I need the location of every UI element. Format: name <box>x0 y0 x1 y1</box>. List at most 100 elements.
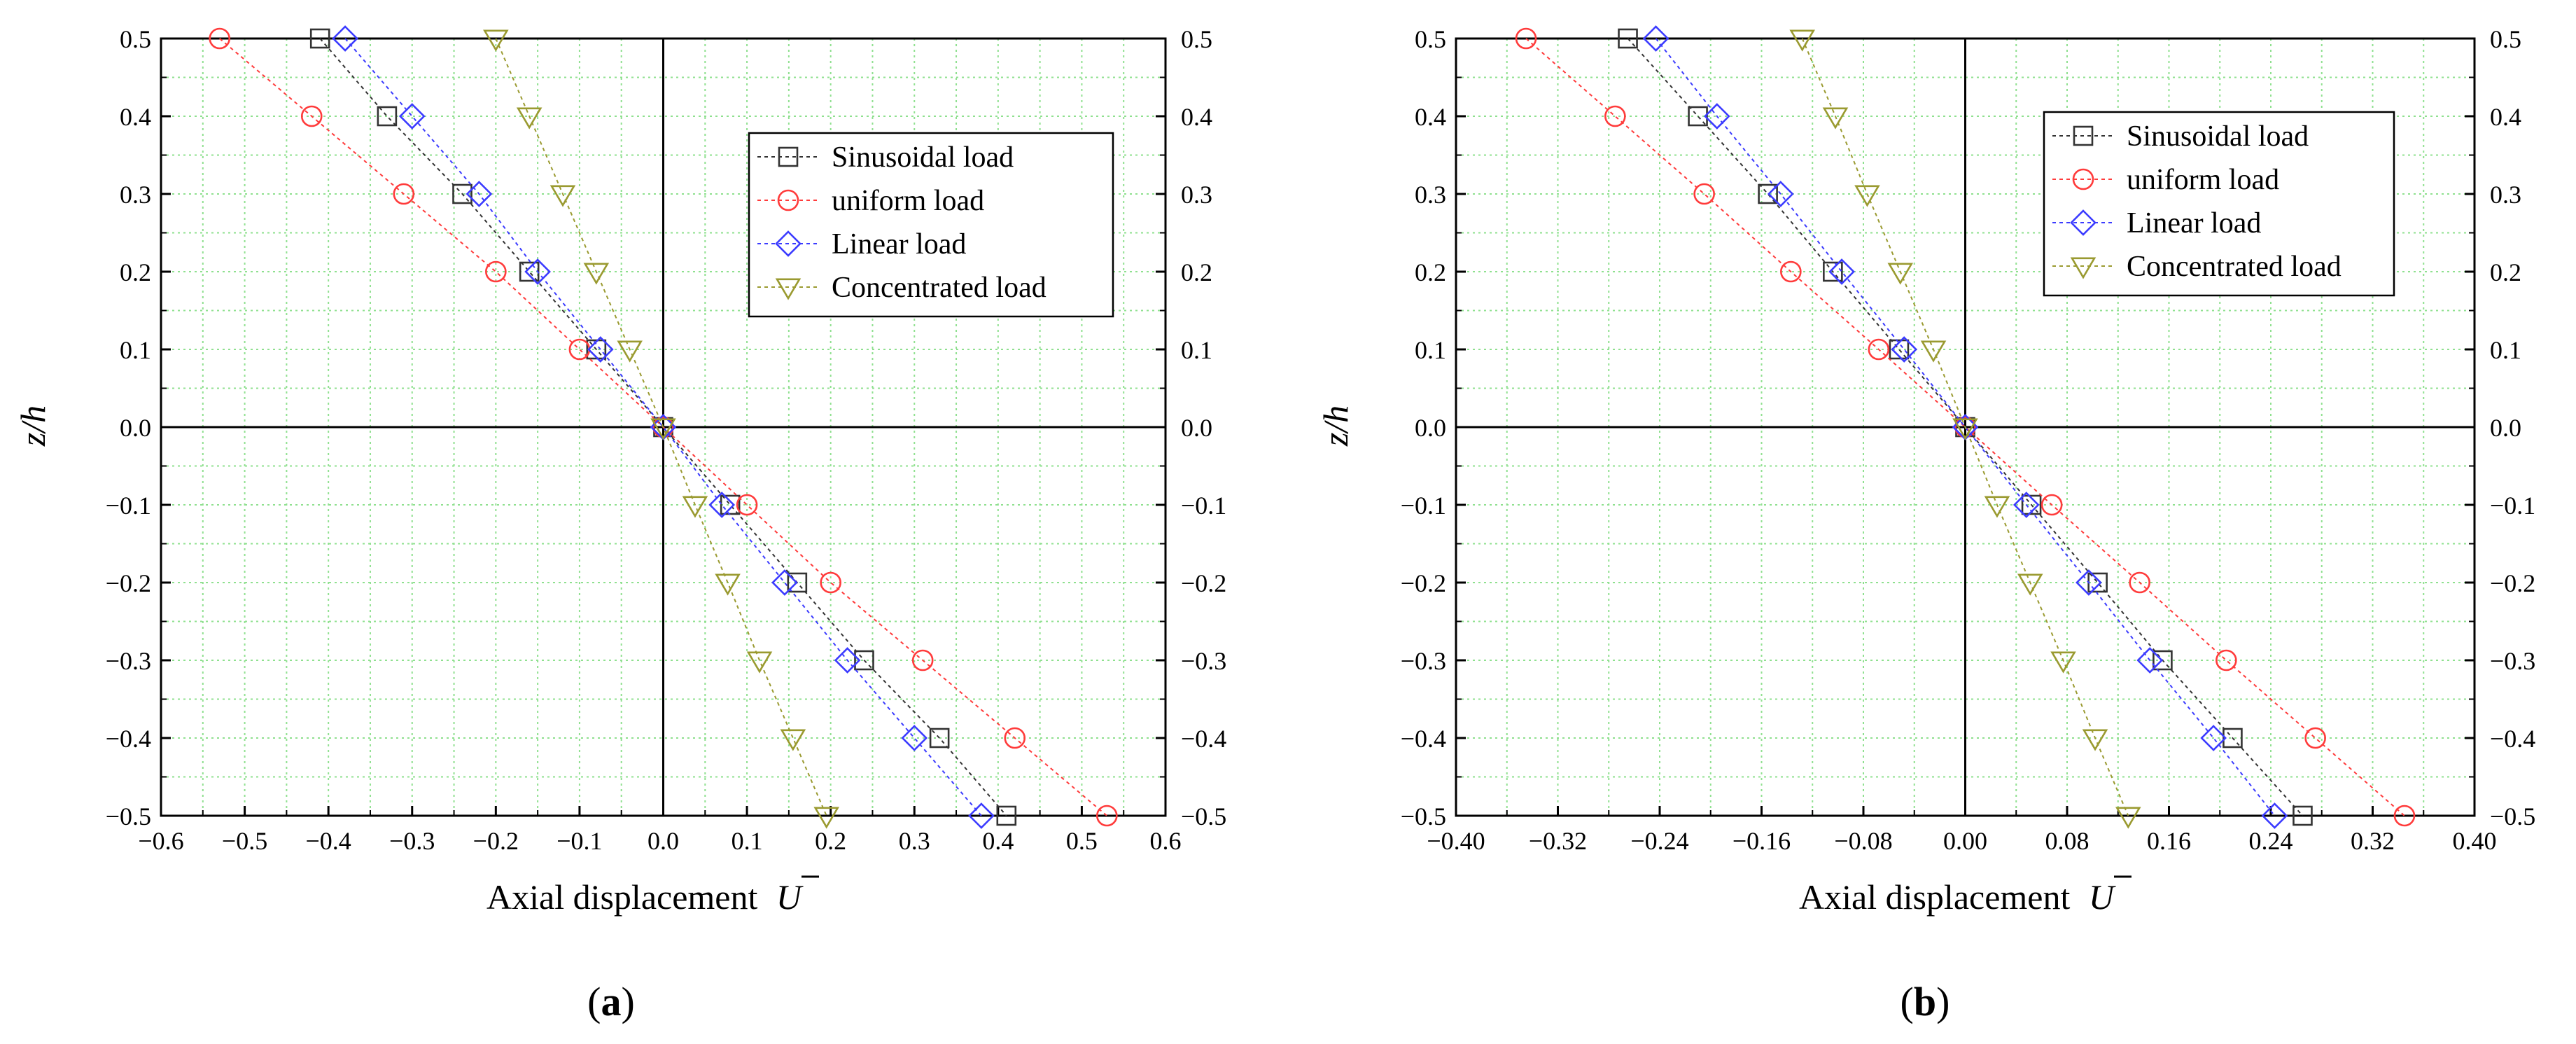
a-marker-concentrated-load <box>682 496 708 518</box>
b-y-tick-label-right: −0.4 <box>2490 725 2535 753</box>
a-x-tick-label: −0.4 <box>306 827 351 855</box>
a-y-tick-label-left: 0.2 <box>120 258 151 286</box>
b-y-tick-label-right: −0.1 <box>2490 492 2535 520</box>
b-y-tick-label-left: 0.0 <box>1415 414 1446 442</box>
panel-a-legend: Sinusoidal load uniform load Linear load Co… <box>748 132 1114 318</box>
a-y-tick-label-left: 0.3 <box>120 181 151 209</box>
panel-b-xlabel-text: Axial displacement <box>1799 877 2070 917</box>
b-marker-linear-load <box>1828 258 1855 285</box>
a-y-tick-label-right: −0.1 <box>1181 492 1226 520</box>
b-y-tick-label-left: −0.1 <box>1401 492 1446 520</box>
b-marker-sinusoidal-load <box>2021 494 2042 515</box>
b-x-tick-label: 0.00 <box>1943 827 1987 855</box>
a-x-tick-label: 0.0 <box>648 827 679 855</box>
b-legend-label-linear-load: Linear load <box>2127 207 2261 239</box>
b-series-line-concentrated-load <box>1801 38 2129 816</box>
b-marker-linear-load <box>2261 802 2288 829</box>
panel-b-legend: Sinusoidal load uniform load Linear load Co… <box>2043 111 2395 297</box>
a-legend-label-sinusoidal-load: Sinusoidal load <box>832 141 1014 174</box>
a-x-tick-label: −0.6 <box>138 827 183 855</box>
b-y-tick-label-right: 0.1 <box>2490 336 2521 364</box>
b-marker-concentrated-load <box>1984 496 2010 518</box>
b-y-tick-label-right: 0.0 <box>2490 414 2521 442</box>
b-x-tick-label: 0.16 <box>2147 827 2191 855</box>
a-marker-sinusoidal-load <box>996 805 1017 826</box>
a-legend-label-linear-load: Linear load <box>832 228 966 260</box>
a-marker-linear-load <box>708 492 736 518</box>
b-series-line-linear-load <box>1655 38 2276 816</box>
a-marker-sinusoidal-load <box>452 183 472 204</box>
b-legend-label-sinusoidal-load: Sinusoidal load <box>2127 120 2309 153</box>
b-marker-sinusoidal-load <box>1758 183 1778 204</box>
panel-a-chart: −0.6 −0.5 −0.4 −0.3 −0.2 −0.1 0.0 0.1 0.2 0.3 0.4 0… <box>13 25 1226 1024</box>
b-x-tick-label: −0.32 <box>1529 827 1587 855</box>
b-marker-concentrated-load <box>1887 263 1914 285</box>
a-marker-uniform-load <box>209 27 231 50</box>
a-y-tick-label-right: −0.3 <box>1181 647 1226 675</box>
b-marker-uniform-load <box>1780 260 1802 283</box>
a-marker-concentrated-load <box>583 263 610 285</box>
b-y-tick-label-left: 0.5 <box>1415 25 1446 53</box>
b-legend-marker-concentrated-load <box>2070 257 2096 279</box>
b-legend-marker-uniform-load <box>2072 168 2094 190</box>
a-marker-concentrated-load <box>516 107 542 130</box>
a-y-tick-label-left: 0.5 <box>120 25 151 53</box>
b-marker-sinusoidal-load <box>2152 650 2173 671</box>
b-x-tick-label: 0.32 <box>2351 827 2395 855</box>
b-marker-sinusoidal-load <box>1688 106 1708 127</box>
b-x-tick-label: 0.08 <box>2045 827 2090 855</box>
b-marker-concentrated-load <box>2082 729 2108 751</box>
a-marker-uniform-load <box>911 649 934 671</box>
b-marker-linear-load <box>1767 181 1794 207</box>
a-y-tick-label-left: −0.4 <box>106 725 151 753</box>
b-marker-linear-load <box>2136 647 2164 674</box>
a-marker-linear-load <box>968 802 995 829</box>
b-y-tick-label-left: 0.1 <box>1415 336 1446 364</box>
b-y-tick-label-right: 0.3 <box>2490 181 2521 209</box>
b-y-tick-label-left: −0.2 <box>1401 569 1446 597</box>
a-legend-box <box>748 132 1114 318</box>
b-x-tick-label: −0.16 <box>1732 827 1791 855</box>
a-x-tick-label: −0.5 <box>222 827 267 855</box>
b-y-tick-label-right: 0.2 <box>2490 258 2521 286</box>
a-marker-sinusoidal-load <box>586 339 607 360</box>
b-marker-linear-load <box>2012 492 2040 518</box>
b-legend-marker-sinusoidal-load <box>2073 125 2094 146</box>
a-x-tick-label: 0.1 <box>732 827 763 855</box>
b-marker-concentrated-load <box>2050 651 2076 674</box>
a-marker-concentrated-load <box>650 418 676 440</box>
panel-b-xlabel-symbol: U <box>2089 877 2116 917</box>
b-x-tick-label: 0.40 <box>2453 827 2497 855</box>
a-legend-label-concentrated-load: Concentrated load <box>832 272 1046 304</box>
b-marker-linear-load <box>1704 103 1730 130</box>
a-y-tick-label-right: 0.0 <box>1181 414 1212 442</box>
a-marker-uniform-load <box>1004 727 1026 749</box>
a-y-tick-label-left: 0.1 <box>120 336 151 364</box>
a-legend-label-uniform-load: uniform load <box>832 185 984 217</box>
a-marker-sinusoidal-load <box>854 650 874 671</box>
a-y-tick-label-right: 0.3 <box>1181 181 1212 209</box>
b-marker-linear-load <box>1891 336 1918 363</box>
a-marker-uniform-load <box>736 494 758 516</box>
a-marker-concentrated-load <box>746 651 773 674</box>
b-y-tick-label-left: −0.5 <box>1401 802 1446 830</box>
a-series-line-concentrated-load <box>495 38 827 816</box>
b-marker-linear-load <box>2200 725 2227 751</box>
a-marker-sinusoidal-load <box>787 572 808 593</box>
b-marker-uniform-load <box>2129 571 2150 594</box>
a-legend-marker-linear-load <box>775 230 802 257</box>
a-marker-sinusoidal-load <box>309 28 330 49</box>
panel-a-label: (a) <box>587 979 635 1024</box>
b-marker-concentrated-load <box>1854 185 1880 207</box>
b-y-tick-label-right: 0.5 <box>2490 25 2521 53</box>
b-marker-sinusoidal-load <box>1618 28 1638 49</box>
panel-b-label: (b) <box>1900 979 1950 1024</box>
a-x-tick-label: 0.6 <box>1150 827 1182 855</box>
a-legend-marker-sinusoidal-load <box>778 146 799 167</box>
a-marker-sinusoidal-load <box>720 494 741 515</box>
a-marker-linear-load <box>771 569 798 596</box>
a-x-tick-label: 0.2 <box>815 827 846 855</box>
a-marker-linear-load <box>398 103 426 130</box>
b-series-line-sinusoidal-load <box>1627 38 2304 816</box>
